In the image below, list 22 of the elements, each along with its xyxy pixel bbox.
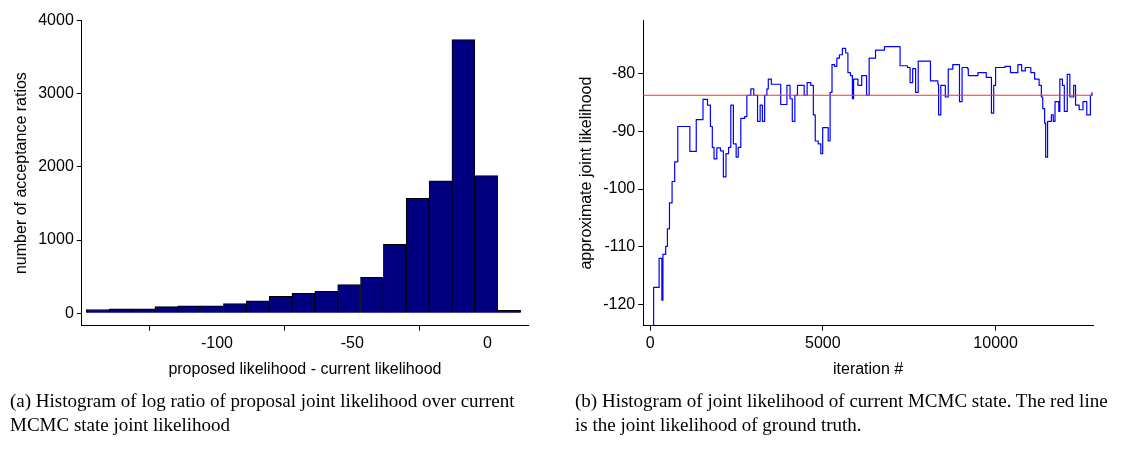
y-axis-title: approximate joint likelihood	[577, 76, 595, 270]
x-tick-label: 0	[482, 333, 492, 351]
x-tick-label: 5000	[805, 333, 841, 351]
y-tick-label: -110	[604, 237, 636, 255]
y-tick-label: 3000	[38, 84, 74, 102]
y-axis-title: number of acceptance ratios	[12, 72, 30, 275]
y-tick-label: 2000	[38, 157, 74, 175]
x-tick-label: 0	[645, 333, 655, 351]
y-tick-label: -80	[612, 63, 636, 81]
y-tick-label: 1000	[38, 230, 74, 248]
x-tick-label: -50	[340, 333, 364, 351]
x-tick-label: -100	[200, 333, 234, 351]
text: (a) Histogram of log ratio of proposal joint likelihood over current MCMC state joint likelihood	[9, 389, 516, 437]
x-axis-title: iteration #	[832, 359, 904, 377]
text: (b) Histogram of joint likelihood of current MCMC state. The red line is the joint likelihood of ground truth.	[574, 389, 1109, 437]
y-tick-label: -90	[612, 121, 636, 139]
y-tick-label: -100	[603, 179, 636, 197]
x-tick-label: 10000	[973, 333, 1018, 351]
y-tick-label: -120	[603, 295, 636, 313]
y-tick-label: 4000	[38, 11, 74, 29]
y-tick-label: 0	[64, 303, 74, 321]
x-axis-title: proposed likelihood - current likelihood	[168, 359, 442, 377]
